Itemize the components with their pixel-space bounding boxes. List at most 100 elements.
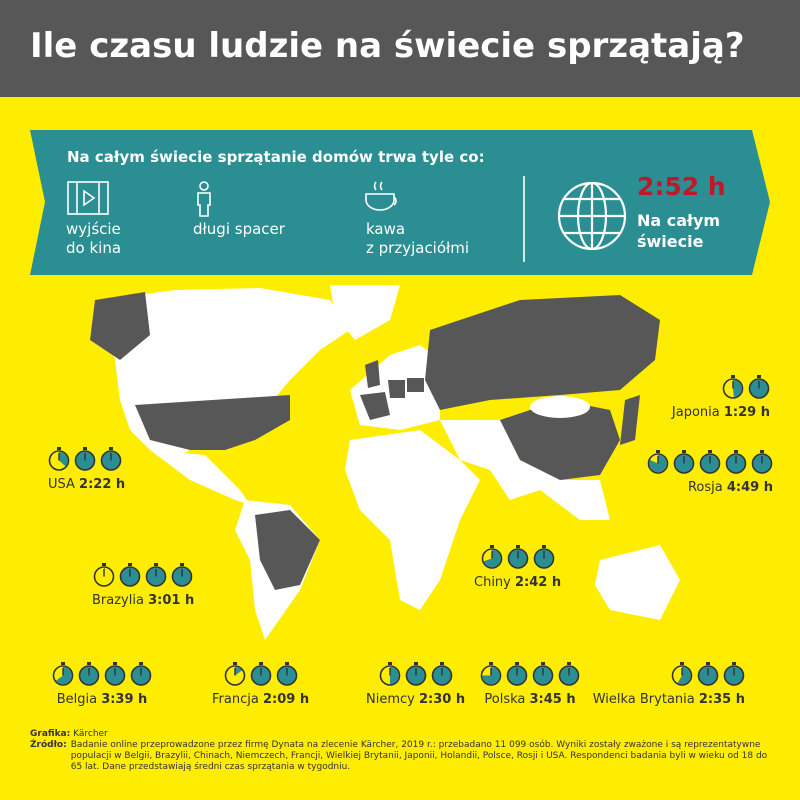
country: Rosja 4:49 h [647,450,773,495]
stopwatch-icon [507,545,528,569]
country-time: 1:29 h [723,405,770,420]
world-label: Na całym świecie [637,211,721,251]
banner [30,130,770,275]
country: Chiny 2:42 h [474,545,561,590]
stopwatch-icon [532,662,554,686]
stopwatch-button [139,662,143,665]
country-label: Rosja 4:49 h [688,480,773,495]
stopwatch-button [61,662,65,665]
stopwatch-button [708,450,712,453]
stopwatch-button [154,563,159,566]
greenland [330,285,400,340]
country-label: Belgia 3:39 h [57,692,148,707]
stopwatch-icon [171,563,193,587]
stopwatch-button [515,662,519,665]
stopwatch-icon [224,662,245,686]
stopwatch-icon [480,662,502,686]
stopwatch-icon [119,563,141,587]
stopwatch-icon [751,450,773,474]
country-label: Francja 2:09 h [212,692,309,707]
graphics-label: Grafika: [30,729,71,739]
stopwatch-icon [93,563,115,587]
country-name: Wielka Brytania [592,692,695,707]
country-time: 2:22 h [79,477,126,492]
stopwatch-button [180,563,185,566]
stopwatch-fill [389,666,399,685]
country-time: 3:01 h [148,593,195,608]
country-label: Wielka Brytania 2:35 h [593,692,745,707]
stopwatch-icon [697,662,719,686]
stopwatch-row [224,662,298,686]
stopwatch-button [656,450,660,453]
country-time: 3:45 h [529,692,576,707]
stopwatch-icon [725,450,747,474]
stopwatch-icon [506,662,528,686]
stopwatch-button [489,662,493,665]
stopwatch-button [413,662,418,665]
country: Polska 3:45 h [480,662,580,707]
stopwatch-fill [677,666,691,685]
stopwatch-icon [100,447,122,471]
globe-icon [557,181,627,251]
country: Niemcy 2:30 h [366,662,465,707]
country: Francja 2:09 h [212,662,309,707]
stopwatch-button [489,545,494,548]
stopwatch-row [481,545,555,569]
japan [620,395,640,445]
stopwatch-icon [52,662,74,686]
country-label: Chiny 2:42 h [474,575,561,590]
country: Brazylia 3:01 h [92,563,194,608]
country-label: USA 2:22 h [48,477,125,492]
country: Japonia 1:29 h [672,375,770,420]
stopwatch-fill [733,379,742,398]
country-name: Brazylia [92,593,144,608]
stopwatch-button [760,450,764,453]
stopwatch-button [113,662,117,665]
stopwatch-row [671,662,745,686]
germany [388,380,405,398]
banner-item: długi spacer [193,220,285,238]
stopwatch-icon [104,662,126,686]
mongolia [530,396,590,418]
country-label: Japonia 1:29 h [672,405,770,420]
stopwatch-icon [558,662,580,686]
stopwatch-button [109,447,113,450]
stopwatch-button [515,545,520,548]
banner-heading: Na całym świecie sprzątanie domów trwa t… [67,148,485,166]
country-time: 4:49 h [726,480,773,495]
country-time: 2:09 h [262,692,310,707]
central-america [150,450,250,505]
banner-item: wyjście do kina [66,220,122,257]
stopwatch-row [480,662,580,686]
africa [345,430,480,610]
country-time: 2:42 h [515,575,562,590]
stopwatch-icon [276,662,297,686]
stopwatch-icon [481,545,502,569]
source-line: Źródło: Badanie online przeprowadzone prz… [30,740,770,773]
stopwatch-fill [59,451,68,467]
graphics-line: Grafika: Kärcher [30,729,770,740]
country: Wielka Brytania 2:35 h [593,662,745,707]
world-time: 2:52 h [637,172,726,201]
brazil [255,510,320,590]
country: USA 2:22 h [48,447,125,492]
source-label: Źródło: [30,740,67,750]
stopwatch-icon [250,662,271,686]
stopwatch-button [57,447,61,450]
country-name: Polska [484,692,526,707]
stopwatch-button [83,447,87,450]
country-name: Francja [212,692,259,707]
header [0,0,800,97]
country-name: Niemcy [366,692,415,707]
stopwatch-row [48,447,122,471]
country-name: Rosja [687,480,723,495]
stopwatch-row [52,662,152,686]
stopwatch-icon [379,662,400,686]
stopwatch-row [647,450,773,474]
footer: Grafika: Kärcher Źródło: Badanie online p… [30,729,770,773]
russia [425,295,660,410]
banner-item: kawa z przyjaciółmi [366,220,470,257]
graphics-credit: Kärcher [73,729,108,739]
country-name: USA [48,477,75,492]
australia [595,545,680,620]
